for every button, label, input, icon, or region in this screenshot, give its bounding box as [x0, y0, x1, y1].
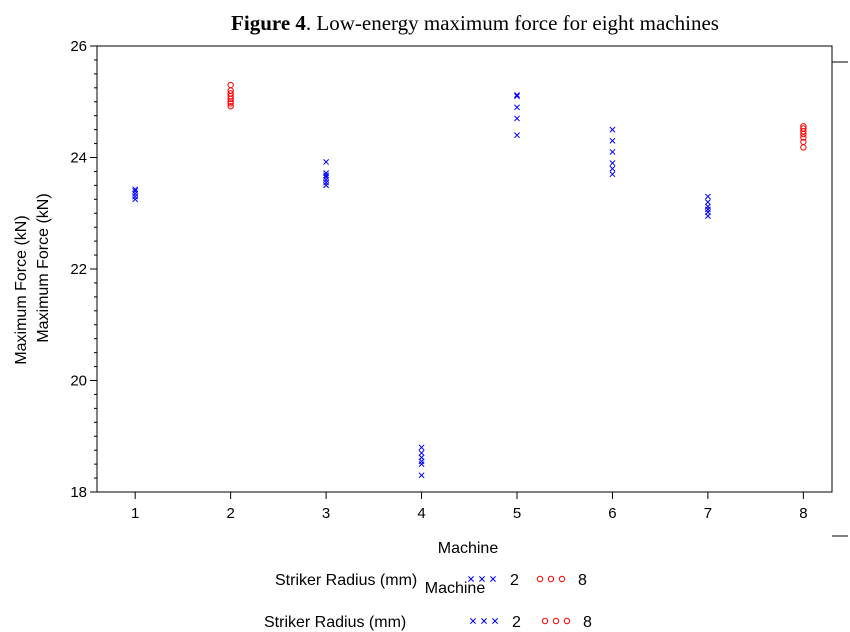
data-point-radius-2: [609, 148, 616, 155]
x-tick-label: 7: [704, 505, 712, 522]
data-point-radius-2: [514, 132, 520, 139]
legend-label-radius-2-duplicate: 2: [512, 614, 521, 631]
data-point-radius-2: [418, 454, 425, 461]
data-point-radius-2: [323, 170, 330, 177]
data-point-radius-2: [418, 461, 425, 468]
legend-o-marker: [558, 575, 566, 583]
legend-marker-radius-2-duplicate: [470, 618, 498, 624]
legend-x-marker: [481, 618, 487, 624]
data-point-radius-8: [800, 123, 807, 130]
x-axis-label-ghost: Machine: [425, 580, 486, 597]
data-point-radius-2: [132, 193, 139, 200]
y-tick-label: 20: [70, 373, 87, 390]
data-point-radius-2: [132, 190, 139, 197]
legend-o-marker: [552, 617, 560, 625]
data-point-radius-8: [227, 81, 234, 89]
x-axis-label: Machine: [438, 540, 499, 557]
data-point-radius-8: [800, 144, 807, 151]
data-point-radius-2: [704, 193, 711, 200]
legend-x-marker: [470, 618, 476, 624]
y-tick-label: 22: [70, 261, 87, 278]
legend-x-marker: [468, 576, 474, 582]
data-point-radius-2: [704, 206, 711, 213]
legend-marker-radius-8: [536, 575, 566, 583]
data-point-radius-2: [132, 187, 139, 194]
data-point-radius-2: [323, 159, 330, 165]
data-point-radius-2: [418, 444, 425, 451]
data-point-radius-2: [514, 104, 520, 111]
y-axis-label-ghost: Maximum Force (kN): [13, 215, 30, 364]
data-point-radius-2: [514, 115, 520, 122]
chart-title: Figure 4. Low-energy maximum force for e…: [231, 11, 719, 35]
x-tick-label: 8: [799, 505, 807, 522]
data-point-radius-2: [323, 176, 330, 183]
data-point-radius-2: [323, 182, 330, 189]
y-tick-label: 26: [70, 38, 87, 55]
data-point-radius-8: [227, 103, 234, 110]
data-point-radius-2: [609, 126, 616, 133]
data-markers: [132, 81, 807, 479]
y-axis-label: Maximum Force (kN): [35, 193, 52, 342]
legend-title-duplicate: Striker Radius (mm): [264, 614, 406, 631]
data-point-radius-2: [704, 209, 711, 216]
data-point-radius-8: [800, 138, 807, 146]
data-point-radius-2: [609, 160, 616, 167]
data-point-radius-2: [132, 186, 139, 193]
x-tick-label: 4: [417, 505, 425, 522]
legend-marker-radius-2: [468, 576, 496, 582]
y-tick-label: 24: [70, 150, 87, 167]
legend: Striker Radius (mm) 2 8: [275, 572, 587, 589]
legend-o-marker: [547, 575, 555, 583]
figure-title-text: . Low-energy maximum force for eight mac…: [306, 11, 719, 35]
data-point-radius-2: [609, 171, 616, 178]
x-tick-label: 1: [131, 505, 139, 522]
data-point-radius-2: [323, 179, 330, 186]
legend-o-marker: [536, 575, 544, 583]
data-point-radius-2: [418, 450, 425, 456]
x-tick-label: 2: [226, 505, 234, 522]
legend-label-radius-8-duplicate: 8: [583, 614, 592, 631]
legend-x-marker: [490, 576, 496, 582]
y-axis: 18 20 22 24 26: [70, 38, 97, 501]
data-point-radius-2: [132, 196, 139, 203]
data-point-radius-2: [609, 137, 616, 144]
data-point-radius-2: [704, 203, 711, 210]
plot-area-frame: [96, 45, 833, 493]
legend-x-marker: [479, 576, 485, 582]
legend-o-marker: [541, 617, 549, 625]
data-point-radius-2: [514, 92, 520, 99]
data-point-radius-2: [514, 93, 520, 100]
legend-marker-radius-8-duplicate: [541, 617, 571, 625]
y-tick-label: 18: [70, 484, 87, 501]
data-point-radius-2: [418, 472, 425, 479]
legend-duplicate: Striker Radius (mm) 2 8: [264, 614, 592, 631]
data-point-radius-8: [800, 125, 807, 132]
data-point-radius-2: [609, 165, 616, 172]
data-point-radius-2: [704, 199, 711, 206]
legend-label-radius-8: 8: [578, 572, 587, 589]
legend-title: Striker Radius (mm): [275, 572, 417, 589]
legend-o-marker: [563, 617, 571, 625]
x-tick-label: 5: [513, 505, 521, 522]
data-point-radius-8: [800, 134, 807, 141]
figure-number: Figure 4: [231, 11, 306, 35]
data-point-radius-8: [227, 90, 234, 97]
x-tick-label: 3: [322, 505, 330, 522]
data-point-radius-2: [323, 172, 330, 179]
legend-x-marker: [492, 618, 498, 624]
x-tick-label: 6: [608, 505, 616, 522]
legend-label-radius-2: 2: [510, 572, 519, 589]
x-axis: 1 2 3 4 5 6 7 8: [131, 492, 808, 522]
